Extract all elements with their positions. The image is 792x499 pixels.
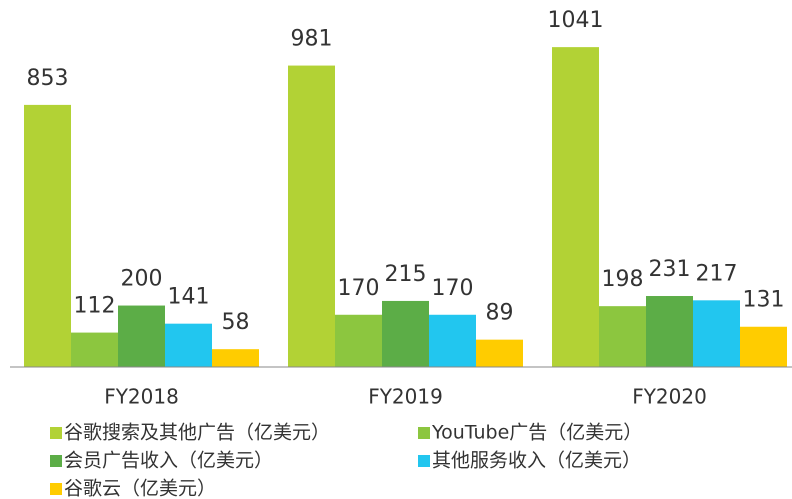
value-label: 981 [291, 27, 333, 52]
bar [71, 332, 118, 367]
bar [740, 326, 787, 367]
value-label: 141 [168, 285, 210, 310]
legend-swatch [50, 427, 62, 439]
value-label: 200 [121, 267, 163, 292]
bar [288, 65, 335, 367]
value-label: 217 [696, 261, 738, 286]
value-label: 170 [338, 276, 380, 301]
value-label: 1041 [548, 8, 604, 33]
legend-label: 谷歌云（亿美元） [64, 478, 216, 499]
bar [382, 300, 429, 367]
value-label: 58 [222, 310, 250, 335]
legend-swatch [418, 427, 430, 439]
value-label: 215 [385, 262, 427, 287]
legend-swatch [418, 455, 430, 467]
x-tick-label: FY2018 [104, 385, 179, 409]
value-label: 89 [486, 301, 514, 326]
bar [212, 349, 259, 367]
value-label: 112 [74, 294, 116, 319]
bar [599, 306, 646, 367]
bar [165, 323, 212, 367]
value-label: 231 [649, 257, 691, 282]
value-label: 198 [602, 267, 644, 292]
value-label: 853 [27, 66, 69, 91]
legend-label: 谷歌搜索及其他广告（亿美元） [64, 422, 330, 444]
legend-swatch [50, 455, 62, 467]
bar [646, 296, 693, 367]
bar [693, 300, 740, 367]
bar [476, 339, 523, 367]
value-label: 131 [743, 288, 785, 313]
legend-label: 其他服务收入（亿美元） [432, 450, 641, 472]
bar [429, 314, 476, 367]
legend-label: 会员广告收入（亿美元） [64, 450, 273, 472]
value-label: 170 [432, 276, 474, 301]
bar [552, 47, 599, 367]
bar [335, 314, 382, 367]
x-tick-label: FY2020 [632, 385, 707, 409]
legend-swatch [50, 483, 62, 495]
bar [118, 305, 165, 367]
x-tick-label: FY2019 [368, 385, 443, 409]
bar [24, 104, 71, 367]
legend-label: YouTube广告（亿美元） [431, 422, 642, 444]
